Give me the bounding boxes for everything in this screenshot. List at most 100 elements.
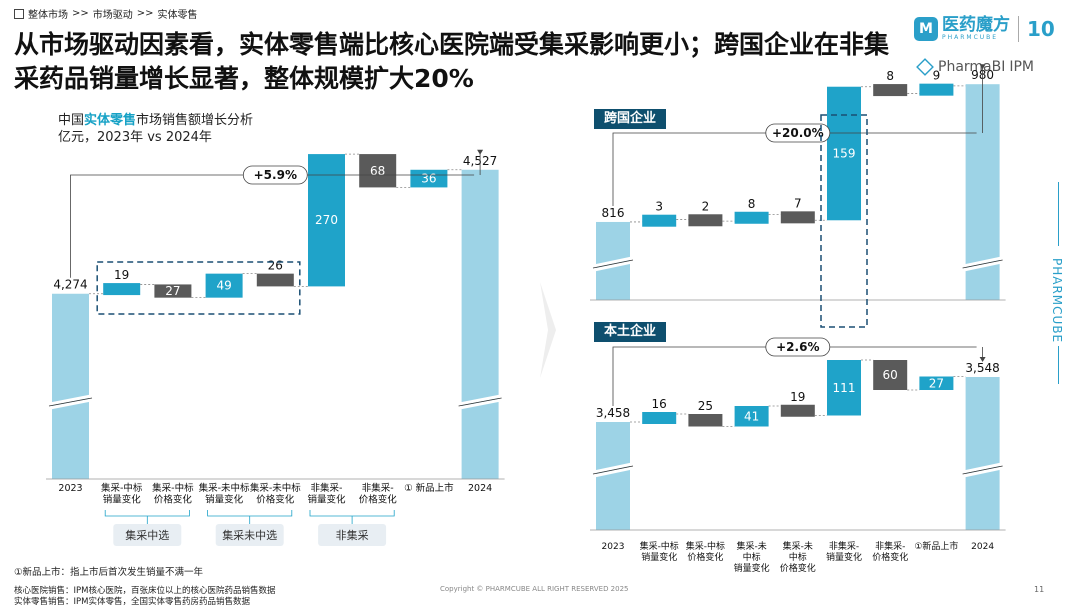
data-label: 9 bbox=[933, 69, 941, 83]
growth-bracket bbox=[70, 174, 475, 278]
arrow-head-icon bbox=[979, 64, 986, 70]
axis-break bbox=[459, 398, 501, 410]
axis-tick-label: 非集采- bbox=[362, 482, 394, 494]
vertical-brand: PHARMCUBE bbox=[1050, 258, 1064, 344]
growth-bracket bbox=[612, 346, 977, 406]
increase-bar bbox=[205, 273, 243, 298]
left-chart-subtitle: 中国实体零售市场销售额增长分析 亿元，2023年 vs 2024年 bbox=[58, 112, 253, 146]
axis-tick-label: 销量变化 bbox=[734, 562, 770, 574]
group-bracket bbox=[309, 510, 395, 517]
increase-bar bbox=[642, 412, 677, 424]
growth-value: +20.0% bbox=[772, 126, 824, 140]
axis-break bbox=[49, 398, 92, 410]
increase-bar bbox=[827, 360, 861, 416]
group-label: 集采中选 bbox=[125, 528, 169, 542]
axis-tick-label: 非集采- bbox=[311, 482, 343, 494]
axis-break bbox=[963, 466, 1002, 478]
subtitle-post: 市场销售额增长分析 bbox=[136, 113, 254, 128]
total-bar bbox=[965, 377, 1000, 530]
axis-break bbox=[962, 259, 1003, 269]
total-bar bbox=[461, 169, 499, 479]
data-label: 2 bbox=[702, 199, 710, 213]
breadcrumb-item[interactable]: 实体零售 bbox=[157, 10, 198, 21]
data-label: 816 bbox=[602, 206, 625, 220]
anniversary-badge: 10 bbox=[1027, 17, 1055, 41]
increase-bar bbox=[308, 154, 345, 287]
axis-tick-label: 价格变化 bbox=[687, 551, 723, 563]
axis-tick-label: 中标 bbox=[789, 551, 807, 563]
panel-label-mnc: 跨国企业 bbox=[594, 109, 667, 129]
group-bracket bbox=[207, 510, 293, 517]
panel-label-local: 本土企业 bbox=[594, 322, 667, 342]
brand-name-cn: 医药魔方 bbox=[942, 15, 1010, 35]
data-label: 19 bbox=[114, 268, 129, 282]
data-label: 8 bbox=[886, 69, 894, 83]
data-label: 49 bbox=[216, 279, 231, 293]
axis-tick-label: 2023 bbox=[602, 542, 625, 552]
axis-tick-label: 集采-中标 bbox=[152, 482, 194, 494]
data-label: 27 bbox=[929, 376, 944, 390]
growth-pill bbox=[765, 123, 831, 143]
data-label: 27 bbox=[165, 284, 180, 298]
group-tag bbox=[318, 524, 387, 546]
axis-break bbox=[593, 462, 633, 474]
vertical-rule bbox=[1058, 346, 1059, 384]
copyright: Copyright © PHARMCUBE ALL RIGHT RESERVED… bbox=[440, 585, 629, 593]
pharmabi-logo: PharmaBI IPM bbox=[916, 58, 1034, 76]
axis-tick-label: ①新品上市 bbox=[914, 540, 958, 552]
axis-break bbox=[48, 397, 93, 407]
axis-tick-label: 非集采- bbox=[829, 540, 859, 552]
axis-break bbox=[593, 260, 633, 272]
axis-tick-label: 非集采- bbox=[875, 540, 905, 552]
growth-pill bbox=[765, 337, 831, 357]
vertical-rule bbox=[1058, 182, 1059, 246]
page-title: 从市场驱动因素看，实体零售端比核心医院端受集采影响更小；跨国企业在非集采药品销量… bbox=[14, 30, 890, 93]
increase-bar bbox=[103, 283, 141, 296]
home-icon[interactable] bbox=[14, 8, 24, 19]
axis-break bbox=[592, 259, 634, 269]
axis-tick-label: 集采-中标 bbox=[101, 482, 143, 494]
arrow-head-icon bbox=[477, 149, 484, 155]
data-label: 16 bbox=[652, 397, 667, 411]
axis-break bbox=[592, 465, 634, 475]
axis-tick-label: 集采-未 bbox=[736, 540, 766, 552]
axis-tick-label: 集采-未 bbox=[783, 540, 813, 552]
decrease-bar bbox=[873, 84, 908, 97]
data-label: 25 bbox=[698, 399, 713, 413]
axis-tick-label: 集采-中标 bbox=[686, 540, 725, 552]
axis-tick-label: 销量变化 bbox=[826, 551, 862, 563]
breadcrumb-separator: >> bbox=[136, 8, 154, 19]
group-label: 集采未中选 bbox=[222, 528, 277, 542]
subtitle-unit: 亿元，2023年 vs 2024年 bbox=[58, 130, 212, 145]
growth-bracket bbox=[612, 132, 977, 206]
breadcrumb-item[interactable]: 市场驱动 bbox=[92, 10, 133, 21]
footnote-new-product: ①新品上市：指上市后首次发生销量不满一年 bbox=[14, 567, 204, 578]
data-label: 41 bbox=[744, 409, 759, 423]
data-label: 3 bbox=[655, 200, 663, 214]
breadcrumb-item[interactable]: 整体市场 bbox=[28, 10, 68, 21]
axis-tick-label: 价格变化 bbox=[780, 562, 816, 574]
axis-break bbox=[963, 260, 1002, 272]
increase-bar bbox=[410, 169, 448, 188]
axis-tick-label: 2024 bbox=[971, 542, 994, 552]
breadcrumb-separator: >> bbox=[72, 8, 89, 19]
growth-value: +5.9% bbox=[254, 168, 297, 182]
subtitle-pre: 中国 bbox=[58, 113, 85, 128]
panel-arrow-icon bbox=[540, 282, 556, 378]
data-label: 8 bbox=[748, 197, 756, 211]
axis-break bbox=[459, 394, 501, 406]
axis-tick-label: 价格变化 bbox=[872, 551, 908, 563]
group-tag bbox=[113, 524, 182, 546]
axis-tick-label: 集采-未中标 bbox=[199, 482, 250, 494]
arrow-head-icon bbox=[979, 357, 986, 362]
group-bracket bbox=[104, 510, 190, 517]
axis-tick-label: 集采-中标 bbox=[640, 540, 679, 552]
data-label: 3,458 bbox=[596, 406, 630, 420]
increase-bar bbox=[642, 214, 677, 227]
decrease-bar bbox=[688, 414, 723, 427]
increase-bar bbox=[919, 376, 954, 390]
data-label: 19 bbox=[790, 390, 805, 404]
breadcrumb: 整体市场 >> 市场驱动 >> 实体零售 bbox=[14, 6, 198, 21]
